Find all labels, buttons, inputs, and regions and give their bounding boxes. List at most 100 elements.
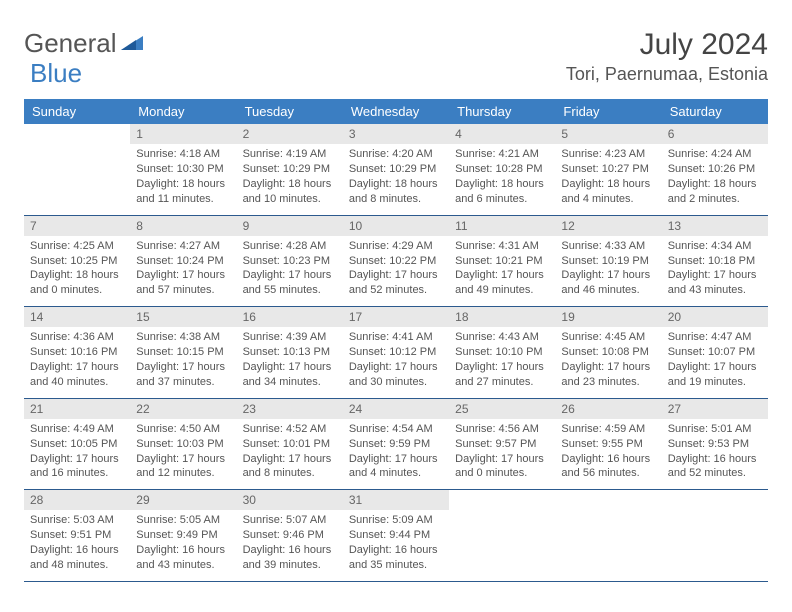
day-number: 22 <box>130 399 236 419</box>
calendar-cell: 31Sunrise: 5:09 AMSunset: 9:44 PMDayligh… <box>343 490 449 582</box>
daylight-text-1: Daylight: 17 hours <box>455 452 549 467</box>
daylight-text-2: and 19 minutes. <box>668 375 762 390</box>
day-number: 31 <box>343 490 449 510</box>
sunset-text: Sunset: 9:46 PM <box>243 528 337 543</box>
calendar-cell: 8Sunrise: 4:27 AMSunset: 10:24 PMDayligh… <box>130 216 236 308</box>
sunrise-text: Sunrise: 4:38 AM <box>136 330 230 345</box>
daylight-text-1: Daylight: 17 hours <box>30 452 124 467</box>
calendar-cell: 13 Sunrise: 4:34 AMSunset: 10:18 PMDaylig… <box>662 216 768 308</box>
daylight-text-1: Daylight: 17 hours <box>349 360 443 375</box>
sunset-text: Sunset: 10:10 PM <box>455 345 549 360</box>
sunset-text: Sunset: 10:30 PM <box>136 162 230 177</box>
daylight-text-1: Daylight: 17 hours <box>349 452 443 467</box>
calendar-cell: 11Sunrise: 4:31 AMSunset: 10:21 PMDaylig… <box>449 216 555 308</box>
sunrise-text: Sunrise: 4:28 AM <box>243 239 337 254</box>
logo-text-blue: Blue <box>30 58 82 88</box>
weekday-label: Friday <box>555 99 661 124</box>
daylight-text-2: and 4 minutes. <box>561 192 655 207</box>
sunrise-text: Sunrise: 5:09 AM <box>349 513 443 528</box>
logo-text-general: General <box>24 28 117 59</box>
sunset-text: Sunset: 10:07 PM <box>668 345 762 360</box>
day-number: 4 <box>449 124 555 144</box>
calendar-cell: 27Sunrise: 5:01 AMSunset: 9:53 PMDayligh… <box>662 399 768 491</box>
day-number: 8 <box>130 216 236 236</box>
sunrise-text: Sunrise: 4:27 AM <box>136 239 230 254</box>
sunrise-text: Sunrise: 4:39 AM <box>243 330 337 345</box>
sunset-text: Sunset: 10:18 PM <box>668 254 762 269</box>
daylight-text-2: and 52 minutes. <box>668 466 762 481</box>
calendar-cell: 15Sunrise: 4:38 AMSunset: 10:15 PMDaylig… <box>130 307 236 399</box>
daylight-text-1: Daylight: 17 hours <box>455 268 549 283</box>
calendar-cell <box>662 490 768 582</box>
calendar-cell: 4Sunrise: 4:21 AMSunset: 10:28 PMDayligh… <box>449 124 555 216</box>
day-number: 16 <box>237 307 343 327</box>
daylight-text-1: Daylight: 16 hours <box>349 543 443 558</box>
daylight-text-1: Daylight: 17 hours <box>668 268 762 283</box>
sunrise-text: Sunrise: 5:05 AM <box>136 513 230 528</box>
day-number: 26 <box>555 399 661 419</box>
daylight-text-2: and 4 minutes. <box>349 466 443 481</box>
day-number: 9 <box>237 216 343 236</box>
weekday-label: Tuesday <box>237 99 343 124</box>
sunset-text: Sunset: 10:05 PM <box>30 437 124 452</box>
day-number: 27 <box>662 399 768 419</box>
sunrise-text: Sunrise: 5:01 AM <box>668 422 762 437</box>
daylight-text-2: and 12 minutes. <box>136 466 230 481</box>
sunset-text: Sunset: 9:49 PM <box>136 528 230 543</box>
calendar-cell: 29Sunrise: 5:05 AMSunset: 9:49 PMDayligh… <box>130 490 236 582</box>
day-number <box>24 124 130 128</box>
day-number: 20 <box>662 307 768 327</box>
daylight-text-2: and 57 minutes. <box>136 283 230 298</box>
title-block: July 2024 Tori, Paernumaa, Estonia <box>566 28 768 85</box>
calendar-cell: 12Sunrise: 4:33 AMSunset: 10:19 PMDaylig… <box>555 216 661 308</box>
calendar-cell: 23Sunrise: 4:52 AMSunset: 10:01 PMDaylig… <box>237 399 343 491</box>
calendar-cell <box>555 490 661 582</box>
day-number: 30 <box>237 490 343 510</box>
sunset-text: Sunset: 10:15 PM <box>136 345 230 360</box>
sunset-text: Sunset: 10:12 PM <box>349 345 443 360</box>
daylight-text-2: and 34 minutes. <box>243 375 337 390</box>
calendar-cell: 6Sunrise: 4:24 AMSunset: 10:26 PMDayligh… <box>662 124 768 216</box>
daylight-text-1: Daylight: 17 hours <box>668 360 762 375</box>
weekday-label: Sunday <box>24 99 130 124</box>
sunrise-text: Sunrise: 4:34 AM <box>668 239 762 254</box>
day-number: 5 <box>555 124 661 144</box>
daylight-text-2: and 37 minutes. <box>136 375 230 390</box>
sunset-text: Sunset: 10:16 PM <box>30 345 124 360</box>
day-number: 17 <box>343 307 449 327</box>
day-number: 11 <box>449 216 555 236</box>
sunset-text: Sunset: 10:21 PM <box>455 254 549 269</box>
sunrise-text: Sunrise: 4:25 AM <box>30 239 124 254</box>
day-number: 15 <box>130 307 236 327</box>
daylight-text-2: and 11 minutes. <box>136 192 230 207</box>
daylight-text-1: Daylight: 18 hours <box>243 177 337 192</box>
day-number: 29 <box>130 490 236 510</box>
daylight-text-2: and 56 minutes. <box>561 466 655 481</box>
daylight-text-2: and 40 minutes. <box>30 375 124 390</box>
daylight-text-2: and 52 minutes. <box>349 283 443 298</box>
calendar-cell: 3Sunrise: 4:20 AMSunset: 10:29 PMDayligh… <box>343 124 449 216</box>
day-number: 13 <box>662 216 768 236</box>
calendar-cell <box>24 124 130 216</box>
sunrise-text: Sunrise: 4:50 AM <box>136 422 230 437</box>
calendar-cell: 10Sunrise: 4:29 AMSunset: 10:22 PMDaylig… <box>343 216 449 308</box>
sunset-text: Sunset: 10:29 PM <box>349 162 443 177</box>
sunrise-text: Sunrise: 4:24 AM <box>668 147 762 162</box>
sunrise-text: Sunrise: 4:59 AM <box>561 422 655 437</box>
sunset-text: Sunset: 10:08 PM <box>561 345 655 360</box>
sunrise-text: Sunrise: 4:21 AM <box>455 147 549 162</box>
sunset-text: Sunset: 10:22 PM <box>349 254 443 269</box>
location: Tori, Paernumaa, Estonia <box>566 64 768 85</box>
daylight-text-1: Daylight: 17 hours <box>136 268 230 283</box>
sunrise-text: Sunrise: 4:56 AM <box>455 422 549 437</box>
daylight-text-1: Daylight: 18 hours <box>561 177 655 192</box>
sunrise-text: Sunrise: 4:47 AM <box>668 330 762 345</box>
daylight-text-1: Daylight: 16 hours <box>243 543 337 558</box>
day-number: 25 <box>449 399 555 419</box>
daylight-text-2: and 23 minutes. <box>561 375 655 390</box>
header: General July 2024 Tori, Paernumaa, Eston… <box>24 28 768 85</box>
daylight-text-2: and 48 minutes. <box>30 558 124 573</box>
sunset-text: Sunset: 10:25 PM <box>30 254 124 269</box>
daylight-text-2: and 43 minutes. <box>136 558 230 573</box>
day-number: 24 <box>343 399 449 419</box>
